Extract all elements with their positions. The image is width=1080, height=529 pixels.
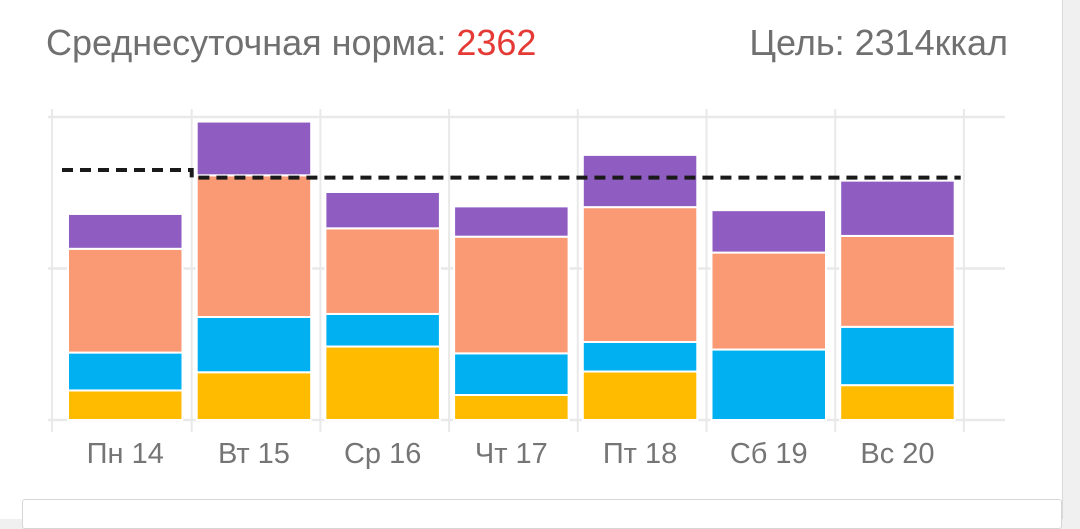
x-tick-label: Чт 17 (475, 438, 548, 470)
bar-segment-1 (324, 345, 441, 422)
bar-segment-1 (195, 371, 313, 421)
bar-segment-2 (195, 315, 313, 374)
bar-segment-4 (453, 205, 570, 238)
x-tick-label: Ср 16 (344, 438, 421, 470)
daily-average-value: 2362 (456, 22, 537, 63)
bar-segment-1 (67, 389, 184, 421)
bar-segment-3 (453, 235, 570, 355)
bar-segment-3 (710, 251, 827, 351)
bar-segment-3 (581, 206, 699, 343)
bar-segment-4 (710, 209, 827, 254)
x-tick-label: Вт 15 (218, 438, 290, 470)
bar-segment-1 (453, 394, 570, 422)
bar-segment-3 (324, 227, 441, 315)
weekly-calories-card: Среднесуточная норма: 2362 Цель: 2314кка… (0, 0, 1063, 519)
bar-segment-1 (581, 370, 699, 421)
next-card-edge (22, 499, 1062, 529)
calorie-goal: Цель: 2314ккал (749, 22, 1008, 63)
bar-segment-4 (839, 179, 956, 237)
bar-segment-2 (67, 351, 184, 392)
x-tick-label: Сб 19 (730, 438, 808, 470)
bar-segment-2 (839, 325, 956, 387)
bar-segment-4 (581, 153, 699, 209)
bar-segment-1 (839, 384, 956, 421)
bar-segment-2 (324, 312, 441, 348)
bar-segment-2 (453, 352, 570, 397)
bar-segment-3 (67, 247, 184, 354)
bar-segment-4 (67, 212, 184, 250)
bar-segment-2 (710, 348, 827, 422)
daily-average: Среднесуточная норма: 2362 (46, 22, 536, 64)
bar-segment-2 (581, 340, 699, 373)
bar-segment-3 (839, 234, 956, 328)
bar-segment-3 (195, 174, 313, 318)
goal-line (62, 168, 961, 180)
x-tick-label: Вс 20 (860, 438, 934, 470)
bar-segment-4 (195, 120, 313, 177)
x-tick-label: Пт 18 (603, 438, 677, 470)
summary-header: Среднесуточная норма: 2362 Цель: 2314кка… (46, 18, 1008, 68)
x-tick-label: Пн 14 (87, 438, 164, 470)
stacked-bar-chart[interactable]: Пн 14 Вт 15 Ср 16 Чт 17 Пт 18 Сб 19 Вс 20 (0, 95, 1063, 485)
daily-average-label: Среднесуточная норма: (46, 22, 457, 63)
bar-segment-4 (324, 190, 441, 230)
